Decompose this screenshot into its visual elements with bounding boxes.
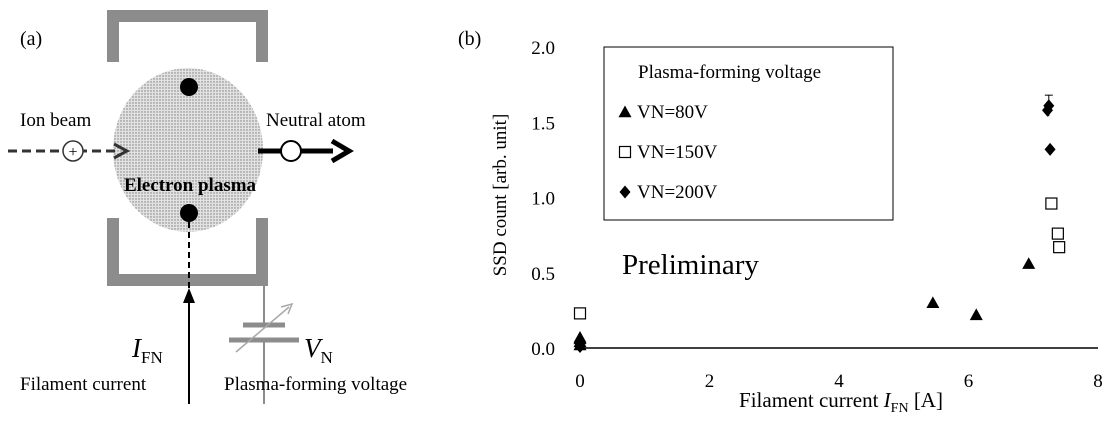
panel-b-label: (b) [458,28,481,50]
lower-electrode [107,218,268,286]
legend: Plasma-forming voltage VN=80V VN=150V VN=2… [603,46,894,221]
y-tick-label: 1.0 [531,189,555,210]
filament-current-label: Filament current [20,374,147,395]
y-tick-label: 0.0 [531,339,555,360]
data-point [574,339,586,353]
data-point [1044,142,1056,156]
legend-box [603,46,894,221]
data-point [1053,241,1066,254]
data-point [969,308,983,321]
x-tick-label: 0 [575,371,585,392]
vn-label: VN [304,333,333,367]
x-ticks: 0 2 4 6 8 [575,371,1103,392]
plasma-upper-particle [180,78,198,96]
legend-marker [618,145,632,159]
y-tick-label: 1.5 [531,113,555,134]
data-point [1045,197,1058,210]
variable-arrow-line [235,306,290,353]
data-point [1051,227,1064,240]
x-axis-label: Filament current IFN [A] [739,388,943,416]
data-point [573,307,587,320]
y-ticks: 0.0 0.5 1.0 1.5 2.0 [531,38,555,360]
legend-label: VN=80V [637,102,708,123]
filament-current-arrowhead [183,288,195,303]
data-point [573,330,587,343]
data-point [1043,99,1055,113]
plasma-voltage-label: Plasma-forming voltage [224,374,407,395]
ion-beam-label: Ion beam [20,110,91,131]
ifn-label: IFN [131,333,163,367]
panel-a-diagram: (a) Electron plasma Ion beam + Neutral a… [8,10,407,404]
y-tick-label: 0.5 [531,264,555,285]
y-tick-label: 2.0 [531,38,555,59]
legend-label: VN=150V [637,142,718,163]
ion-icon [62,140,84,162]
ion-symbol: + [68,144,77,161]
preliminary-annotation: Preliminary [622,249,759,281]
legend-label: VN=200V [637,182,718,203]
legend-title: Plasma-forming voltage [638,62,821,83]
neutral-atom-label: Neutral atom [266,110,366,131]
x-tick-label: 4 [834,371,844,392]
electron-plasma-label: Electron plasma [124,175,257,196]
x-tick-label: 2 [705,371,715,392]
panel-a-label: (a) [20,28,42,50]
neutral-atom-icon [280,140,302,162]
electron-plasma-cloud [113,68,263,232]
data-point [1022,257,1036,269]
legend-marker [618,105,632,118]
y-axis-label: SSD count [arb. unit] [490,114,511,277]
x-tick-label: 6 [964,371,974,392]
neutral-atom-arrowhead [330,138,354,164]
upper-electrode [107,10,268,62]
plasma-lower-particle [180,204,198,222]
panel-b-chart: (b) SSD count [arb. unit] Filament curre… [458,28,1103,416]
legend-items: VN=80V VN=150V VN=200V [618,102,718,203]
data-points [573,99,1066,353]
variable-arrowhead [280,302,294,315]
ion-beam-arrowhead [113,142,131,160]
legend-marker [619,185,631,199]
data-point [926,296,940,309]
x-tick-label: 8 [1093,371,1103,392]
